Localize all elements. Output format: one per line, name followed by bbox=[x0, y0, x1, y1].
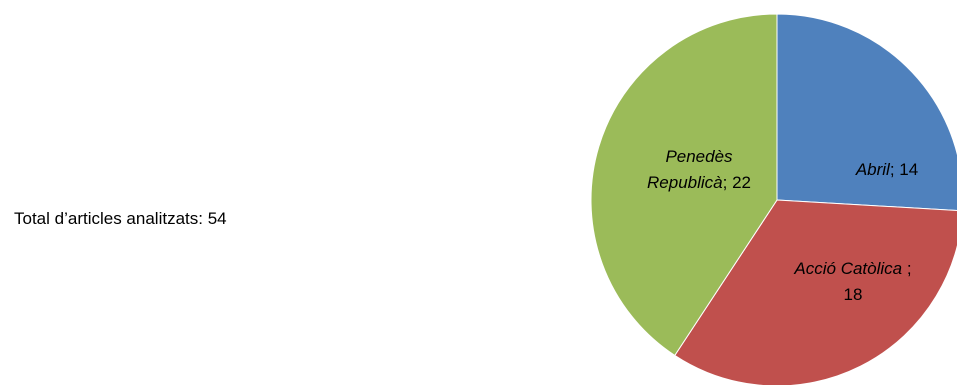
data-label-segment: ; bbox=[902, 259, 911, 278]
data-label-pened-s-republic-: Penedès Republicà; 22 bbox=[647, 147, 751, 192]
data-label-segment: Abril bbox=[855, 160, 891, 179]
pie-slice-pened-s-republic- bbox=[590, 13, 778, 357]
pie-slice-abril bbox=[776, 13, 957, 211]
data-label-segment: Republicà bbox=[647, 173, 723, 192]
data-label-segment: Acció Catòlica bbox=[793, 259, 902, 278]
data-label-abril: Abril; 14 bbox=[855, 160, 918, 179]
pie-slices bbox=[590, 13, 957, 385]
data-label-segment: 18 bbox=[844, 285, 863, 304]
data-label-segment: ; 22 bbox=[723, 173, 751, 192]
total-articles-text: Total d’articles analitzats: 54 bbox=[14, 209, 227, 228]
pie-slice-acci-cat-lica bbox=[674, 199, 957, 385]
pie-labels: Abril; 14 Acció Catòlica ; 18 Penedès Republ… bbox=[647, 147, 918, 304]
data-label-acci-cat-lica: Acció Catòlica ; 18 bbox=[793, 259, 911, 304]
data-label-segment: ; 14 bbox=[890, 160, 918, 179]
data-label-segment: Penedès bbox=[665, 147, 733, 166]
